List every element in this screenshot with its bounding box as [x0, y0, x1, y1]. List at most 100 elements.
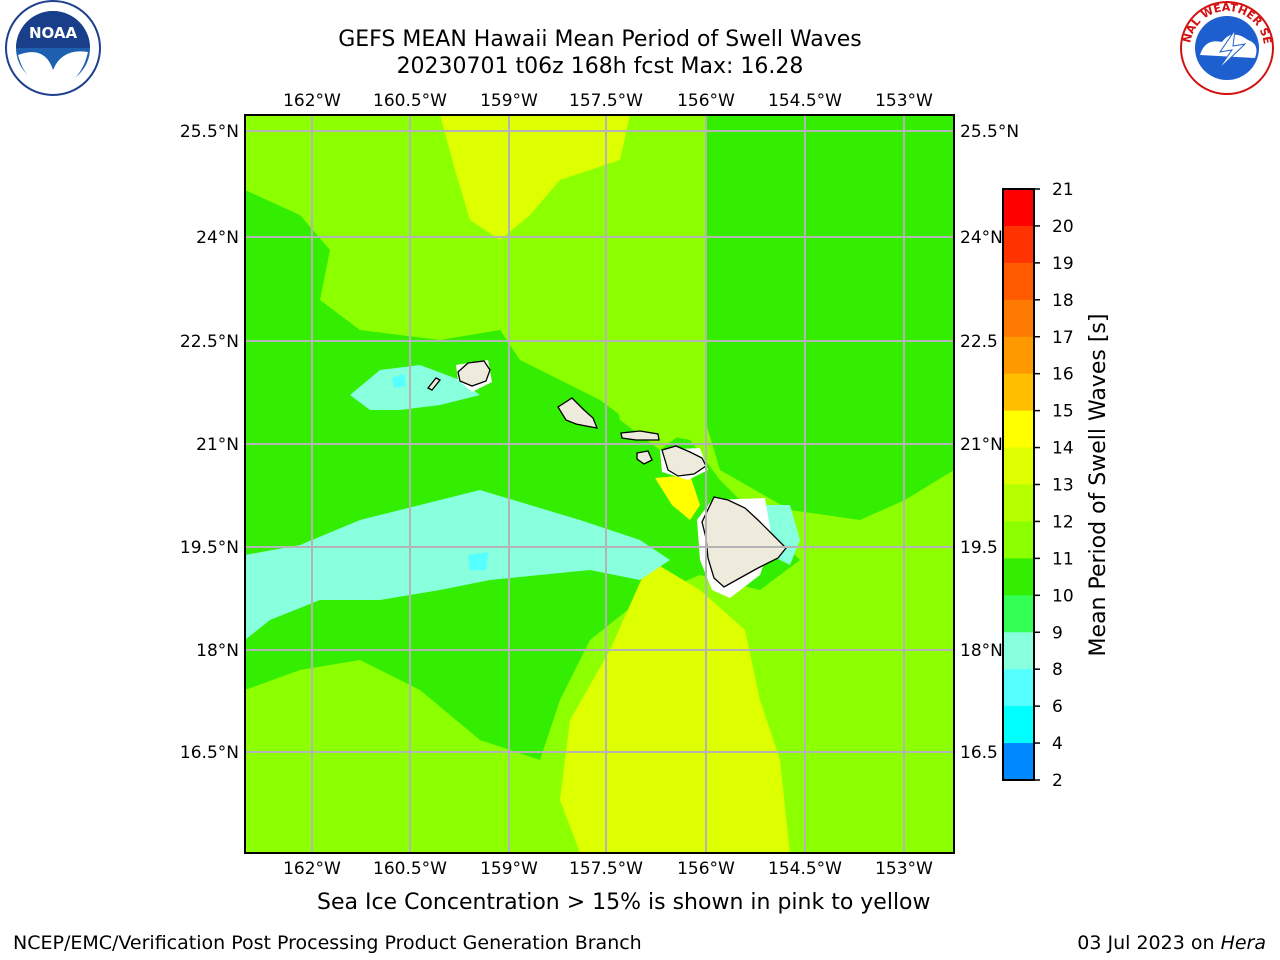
lat-labels-left: 25.5°N 24°N 22.5°N 21°N 19.5°N 18°N 16.5°N [180, 122, 239, 763]
colorbar-tick-label: 6 [1052, 697, 1063, 717]
lon-label-top: 160.5°W [373, 91, 447, 111]
colorbar-swatch [1003, 447, 1034, 485]
contour-12s-channel [610, 340, 700, 450]
noaa-logo: NOAA [5, 0, 101, 96]
lat-label-right: 18°N [960, 641, 1003, 661]
contour-13s-southwest [245, 690, 520, 853]
colorbar-swatch [1003, 521, 1034, 559]
island-lanai [636, 450, 653, 465]
lon-label-top: 156°W [677, 91, 735, 111]
lat-label-left: 16.5°N [180, 743, 239, 763]
lat-label-right: 22.5 [960, 332, 998, 352]
footer-date: 03 Jul 2023 on Hera [1077, 932, 1266, 954]
colorbar-swatch [1003, 558, 1034, 596]
svg-text:NATIONAL WEATHER SERVICE: NATIONAL WEATHER SERVICE [0, 0, 1274, 45]
contour-15s-channel [655, 475, 700, 520]
colorbar-swatch [1003, 189, 1034, 227]
colorbar-tick-label: 2 [1052, 771, 1063, 791]
colorbar-tick-label: 10 [1052, 586, 1074, 606]
contour-9s-patch [468, 552, 488, 570]
lon-label-bottom: 160.5°W [373, 859, 447, 879]
colorbar-tick-label: 16 [1052, 365, 1074, 385]
colorbar-tick-label: 9 [1052, 623, 1063, 643]
colorbar-swatch [1003, 632, 1034, 670]
colorbar-tick-label: 15 [1052, 402, 1074, 422]
lat-label-right: 19.5 [960, 538, 998, 558]
lon-label-top: 154.5°W [768, 91, 842, 111]
lat-label-left: 21°N [196, 435, 239, 455]
lon-label-bottom: 156°W [677, 859, 735, 879]
contour-14s-north [440, 115, 630, 240]
colorbar-swatch [1003, 595, 1034, 633]
lon-label-bottom: 157.5°W [569, 859, 643, 879]
lon-label-bottom: 154.5°W [768, 859, 842, 879]
lat-label-left: 18°N [196, 641, 239, 661]
lat-label-right: 21°N [960, 435, 1003, 455]
colorbar-tick-label: 17 [1052, 328, 1074, 348]
caption: Sea Ice Concentration > 15% is shown in … [317, 890, 931, 915]
colorbar-swatch [1003, 262, 1034, 301]
nws-logo: NATIONAL WEATHER SERVICE [0, 0, 1274, 95]
colorbar-tick-label: 13 [1052, 476, 1074, 496]
colorbar-tick-label: 4 [1052, 734, 1063, 754]
lat-label-left: 25.5°N [180, 122, 239, 142]
colorbar-tick-label: 20 [1052, 217, 1074, 237]
lat-label-left: 24°N [196, 228, 239, 248]
lat-label-left: 19.5°N [180, 538, 239, 558]
nws-logo-text: NATIONAL WEATHER SERVICE [0, 0, 1274, 45]
map-frame [244, 114, 955, 854]
contour-9s-patch-2 [392, 374, 406, 388]
colorbar-swatch [1003, 743, 1034, 781]
lon-label-bottom: 162°W [283, 859, 341, 879]
colorbar-tick-label: 12 [1052, 512, 1074, 532]
lat-label-right: 25.5°N [960, 122, 1019, 142]
colorbar-swatch [1003, 484, 1034, 522]
island-kauai [457, 360, 491, 387]
contour-10s-south-shore [245, 490, 670, 640]
colorbar-swatch [1003, 299, 1034, 338]
contour-10s-kauai [350, 365, 480, 410]
lon-label-top: 153°W [875, 91, 933, 111]
colorbar-tick-label: 8 [1052, 660, 1063, 680]
colorbar-swatch [1003, 669, 1034, 707]
colorbar-tick-label: 19 [1052, 254, 1074, 274]
colorbar-swatch [1003, 706, 1034, 744]
colorbar-swatch [1003, 410, 1034, 449]
lon-label-top: 162°W [283, 91, 341, 111]
contour-11s-west [245, 190, 800, 760]
colorbar-tick-label: 14 [1052, 439, 1074, 459]
colorbar-swatch [1003, 373, 1034, 412]
island-molokai [620, 430, 660, 441]
footer-credit: NCEP/EMC/Verification Post Processing Pr… [13, 932, 642, 954]
colorbar-tick-label: 18 [1052, 291, 1074, 311]
contour-14s-south [560, 560, 790, 853]
contour-11s-east [705, 115, 954, 520]
lat-label-left: 22.5°N [180, 332, 239, 352]
footer-machine: Hera [1220, 932, 1266, 954]
lon-label-bottom: 153°W [875, 859, 933, 879]
island-niihau [426, 377, 442, 391]
lon-label-bottom: 159°W [480, 859, 538, 879]
lon-labels-bottom: 162°W 160.5°W 159°W 157.5°W 156°W 154.5°W 153°… [283, 859, 933, 879]
noaa-logo-text: NOAA [29, 24, 78, 42]
colorbar-tick-label: 11 [1052, 549, 1074, 569]
island-oahu [557, 397, 599, 429]
chart-title: GEFS MEAN Hawaii Mean Period of Swell Wa… [338, 27, 862, 52]
lat-label-right: 24°N [960, 228, 1003, 248]
colorbar-swatch [1003, 336, 1034, 375]
chart-subtitle: 20230701 t06z 168h fcst Max: 16.28 [396, 54, 804, 79]
colorbar-label: Mean Period of Swell Waves [s] [1086, 314, 1111, 657]
colorbar-swatch [1003, 225, 1034, 264]
land-islands [426, 360, 787, 588]
colorbar-tick-label: 21 [1052, 180, 1074, 200]
colorbar: 21 20 19 18 17 16 15 14 13 12 11 10 9 8 6 4 2 [1002, 180, 1074, 791]
lat-label-right: 16.5 [960, 743, 998, 763]
lat-labels-right: 25.5°N 24°N 22.5 21°N 19.5 18°N 16.5 [960, 122, 1019, 763]
lon-label-top: 159°W [480, 91, 538, 111]
footer-date-text: 03 Jul 2023 on [1077, 932, 1221, 954]
lon-label-top: 157.5°W [569, 91, 643, 111]
lon-labels-top: 162°W 160.5°W 159°W 157.5°W 156°W 154.5°W 153°… [283, 91, 933, 111]
map-field [245, 115, 954, 853]
graticule [245, 115, 954, 853]
